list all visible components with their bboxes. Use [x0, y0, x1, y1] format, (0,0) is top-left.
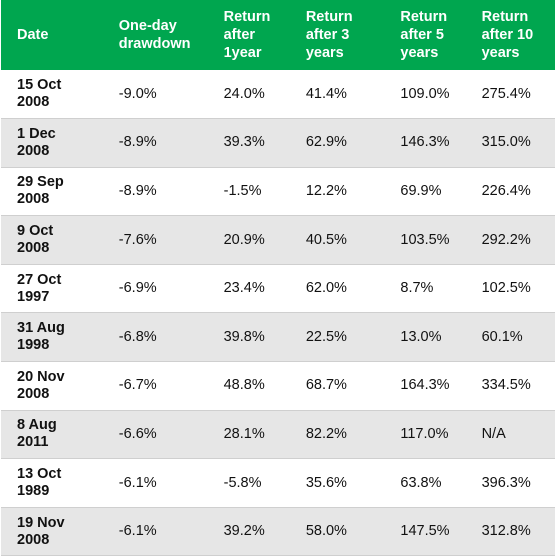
header-date: Date [17, 27, 49, 43]
date-cell: 20 Nov 2008 [1, 362, 104, 411]
return-5y-cell: 69.9% [400, 182, 442, 199]
date-cell: 9 Oct 2008 [1, 216, 104, 265]
return-1y-cell: 39.3% [223, 134, 265, 151]
return-5y-cell: 13.0% [400, 328, 442, 345]
return-10y-cell: 226.4% [481, 182, 531, 199]
drawdown-cell: -8.9% [118, 182, 157, 199]
return-1y-cell: 20.9% [223, 231, 265, 248]
return-1y-cell: 48.8% [223, 377, 265, 394]
return-3y-cell: 12.2% [305, 182, 347, 199]
date-cell: 27 Oct 1997 [1, 264, 104, 313]
date-cell: 29 Sep 2008 [1, 167, 104, 216]
drawdown-cell: -6.1% [118, 523, 157, 540]
drawdown-cell: -6.1% [118, 474, 157, 491]
date-label: 13 Oct 1989 [17, 466, 62, 500]
return-10y-cell: 292.2% [481, 231, 531, 248]
header-return-3-years: Return after 3 years [305, 9, 353, 61]
return-10y-cell: 334.5% [481, 377, 531, 394]
return-1y-cell: 39.2% [223, 523, 265, 540]
date-cell: 13 Oct 1989 [1, 459, 104, 508]
header-return-5-years: Return after 5 years [400, 9, 448, 61]
return-10y-cell: 102.5% [481, 280, 531, 297]
return-1y-cell: -5.8% [223, 474, 262, 491]
return-5y-cell: 164.3% [400, 377, 450, 394]
table-row: 9 Oct 2008 -7.6% 20.9% 40.5% 103.5% 292.2% [1, 215, 555, 265]
date-cell: 31 Aug 1998 [1, 313, 104, 362]
date-label: 9 Oct 2008 [17, 223, 54, 257]
return-5y-cell: 8.7% [400, 280, 434, 297]
return-3y-cell: 35.6% [305, 474, 347, 491]
return-5y-cell: 103.5% [400, 231, 450, 248]
table-row: 19 Nov 2008 -6.1% 39.2% 58.0% 147.5% 312.8% [1, 507, 555, 556]
date-label: 31 Aug 1998 [17, 320, 65, 354]
table-row: 31 Aug 1998 -6.8% 39.8% 22.5% 13.0% 60.1% [1, 312, 555, 362]
drawdown-cell: -6.6% [118, 425, 157, 442]
return-3y-cell: 62.0% [305, 280, 347, 297]
return-10y-cell: 60.1% [481, 328, 523, 345]
return-1y-cell: 23.4% [223, 280, 265, 297]
date-label: 1 Dec 2008 [17, 125, 56, 159]
return-1y-cell: 24.0% [223, 85, 265, 102]
return-5y-cell: 109.0% [400, 85, 450, 102]
date-label: 29 Sep 2008 [17, 174, 64, 208]
table-row: 8 Aug 2011 -6.6% 28.1% 82.2% 117.0% N/A [1, 410, 555, 459]
return-5y-cell: 63.8% [400, 474, 442, 491]
return-3y-cell: 62.9% [305, 134, 347, 151]
date-cell: 1 Dec 2008 [1, 119, 104, 168]
return-5y-cell: 147.5% [400, 523, 450, 540]
drawdown-cell: -6.8% [118, 328, 157, 345]
date-label: 20 Nov 2008 [17, 368, 65, 402]
drawdown-cell: -9.0% [118, 85, 157, 102]
return-10y-cell: 396.3% [481, 474, 531, 491]
return-3y-cell: 82.2% [305, 425, 347, 442]
table-row: 13 Oct 1989 -6.1% -5.8% 35.6% 63.8% 396.3% [1, 458, 555, 508]
return-5y-cell: 117.0% [400, 425, 449, 442]
date-cell: 19 Nov 2008 [1, 507, 104, 556]
drawdown-cell: -6.7% [118, 377, 157, 394]
return-1y-cell: -1.5% [223, 182, 262, 199]
return-3y-cell: 22.5% [305, 328, 347, 345]
return-10y-cell: 312.8% [481, 523, 531, 540]
drawdown-cell: -8.9% [118, 134, 157, 151]
table-header: Date One-day drawdown Return after 1year… [1, 0, 555, 70]
table-row: 1 Dec 2008 -8.9% 39.3% 62.9% 146.3% 315.0% [1, 118, 555, 168]
date-label: 15 Oct 2008 [17, 77, 62, 111]
header-return-1-year: Return after 1year [223, 9, 271, 61]
return-3y-cell: 68.7% [305, 377, 347, 394]
return-5y-cell: 146.3% [400, 134, 450, 151]
header-row: Date One-day drawdown Return after 1year… [1, 0, 555, 70]
table-row: 20 Nov 2008 -6.7% 48.8% 68.7% 164.3% 334.5% [1, 361, 555, 411]
header-return-10-years: Return after 10 years [481, 9, 534, 61]
return-3y-cell: 41.4% [305, 85, 347, 102]
drawdown-cell: -6.9% [118, 280, 157, 297]
date-label: 8 Aug 2011 [17, 417, 57, 451]
header-one-day-drawdown: One-day drawdown [118, 18, 191, 52]
table-row: 27 Oct 1997 -6.9% 23.4% 62.0% 8.7% 102.5% [1, 264, 555, 313]
return-3y-cell: 58.0% [305, 523, 347, 540]
table-row: 29 Sep 2008 -8.9% -1.5% 12.2% 69.9% 226.4% [1, 167, 555, 216]
return-10y-cell: 275.4% [481, 85, 531, 102]
date-cell: 15 Oct 2008 [1, 70, 104, 119]
return-1y-cell: 39.8% [223, 328, 265, 345]
drawdown-cell: -7.6% [118, 231, 157, 248]
table-body: 15 Oct 2008 -9.0% 24.0% 41.4% 109.0% 275.4% 1 … [1, 70, 555, 556]
date-cell: 8 Aug 2011 [1, 410, 104, 459]
return-10y-cell: N/A [481, 425, 506, 442]
date-label: 19 Nov 2008 [17, 514, 65, 548]
table-row: 15 Oct 2008 -9.0% 24.0% 41.4% 109.0% 275.4% [1, 70, 555, 119]
return-1y-cell: 28.1% [223, 425, 265, 442]
return-10y-cell: 315.0% [481, 134, 531, 151]
return-3y-cell: 40.5% [305, 231, 347, 248]
date-label: 27 Oct 1997 [17, 271, 62, 305]
